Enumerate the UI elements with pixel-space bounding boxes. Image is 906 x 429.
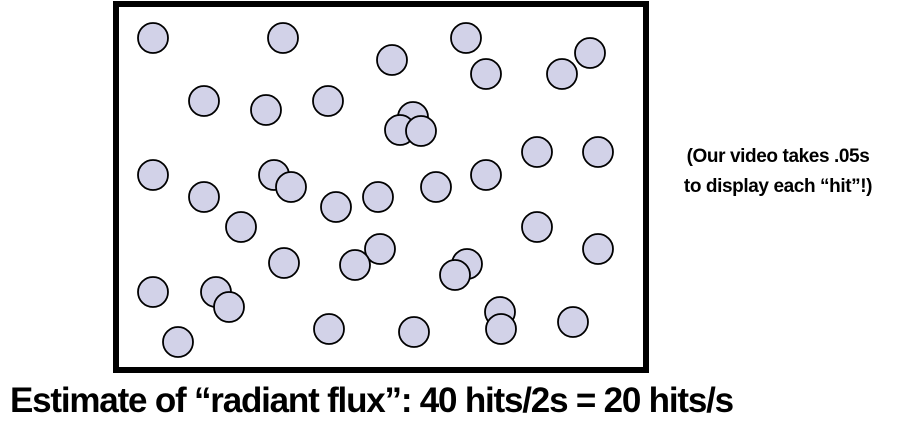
photon-hit	[485, 313, 517, 345]
photon-hit	[364, 233, 396, 265]
photon-hit	[521, 136, 553, 168]
photon-hit	[582, 233, 614, 265]
photon-hit	[320, 191, 352, 223]
photon-hit	[162, 326, 194, 358]
flux-estimate-caption: Estimate of “radiant flux”: 40 hits/2s =…	[10, 381, 734, 420]
photon-hit	[275, 171, 307, 203]
side-note-line-1: (Our video takes .05s	[686, 146, 870, 167]
photon-hit	[582, 136, 614, 168]
photon-hit	[268, 247, 300, 279]
photon-hit	[137, 159, 169, 191]
photon-hit	[521, 211, 553, 243]
photon-hit	[439, 259, 471, 291]
photon-hit	[470, 159, 502, 191]
photon-hit	[137, 22, 169, 54]
photon-hit	[188, 181, 220, 213]
photon-hit	[376, 44, 408, 76]
photon-hit	[250, 94, 282, 126]
photon-hit	[405, 115, 437, 147]
photon-hit	[574, 37, 606, 69]
photon-hit	[420, 171, 452, 203]
side-note-line-2: to display each “hit”!)	[683, 176, 873, 197]
photon-hit	[213, 291, 245, 323]
photon-hit	[312, 85, 344, 117]
photon-hit	[546, 58, 578, 90]
photon-hit	[313, 313, 345, 345]
side-note: (Our video takes .05s to display each “h…	[650, 142, 906, 202]
photon-hit	[137, 276, 169, 308]
photon-hit	[362, 181, 394, 213]
photon-hit	[450, 22, 482, 54]
photon-hit	[557, 306, 589, 338]
photon-hit	[188, 85, 220, 117]
photon-hit	[225, 211, 257, 243]
photon-hit	[339, 249, 371, 281]
photon-hit	[267, 22, 299, 54]
photon-hit	[398, 316, 430, 348]
photon-hit	[470, 58, 502, 90]
hits-layer	[137, 22, 614, 358]
